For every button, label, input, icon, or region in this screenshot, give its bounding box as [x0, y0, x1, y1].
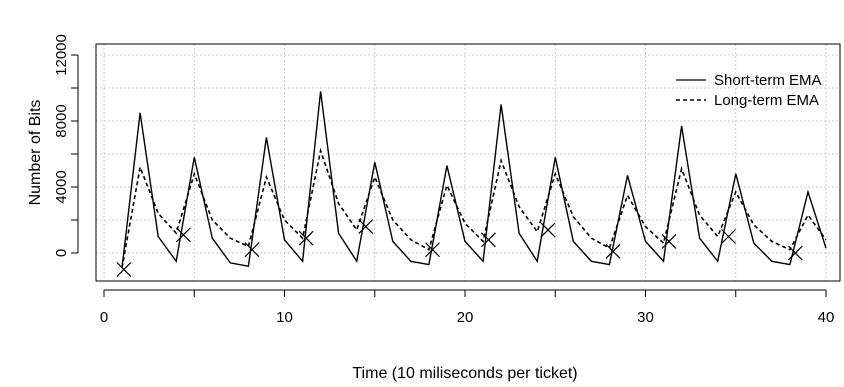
x-axis-title: Time (10 miliseconds per ticket): [352, 365, 577, 382]
marker-layer: [116, 219, 803, 277]
x-marker-stroke: [175, 227, 191, 243]
x-marker-stroke: [116, 262, 132, 277]
series-layer: [121, 91, 827, 269]
x-marker: [298, 230, 314, 246]
y-tick-label: 8000: [53, 104, 70, 137]
y-tick-label: 4000: [53, 170, 70, 203]
x-tick-label: 10: [276, 309, 293, 326]
y-tick-label: 12000: [53, 34, 70, 76]
y-tick-label: 0: [53, 249, 70, 257]
x-tick-label: 0: [100, 309, 108, 326]
x-marker-stroke: [298, 230, 314, 246]
legend-label-long-term: Long-term EMA: [714, 92, 819, 109]
short-term-ema-line: [121, 91, 827, 268]
x-marker: [540, 222, 556, 238]
x-marker-stroke: [661, 234, 677, 249]
x-marker: [721, 229, 736, 244]
x-marker-stroke: [244, 242, 260, 258]
x-marker-stroke: [721, 229, 736, 244]
x-marker: [116, 262, 132, 277]
x-marker-stroke: [605, 243, 621, 259]
x-axis: 0 10 20 30 40: [100, 289, 835, 326]
x-marker: [661, 234, 677, 249]
x-marker: [175, 227, 191, 243]
x-marker: [358, 219, 374, 235]
x-tick-label: 30: [637, 309, 654, 326]
legend: Short-term EMA Long-term EMA: [676, 72, 822, 109]
plot-frame: [95, 43, 841, 282]
x-marker-stroke: [787, 245, 803, 261]
x-marker-stroke: [540, 222, 556, 238]
y-axis: 0 4000 8000 12000: [53, 34, 79, 257]
y-axis-title: Number of Bits: [27, 100, 44, 206]
x-marker: [481, 232, 496, 248]
long-term-ema-line: [121, 147, 827, 269]
x-marker: [425, 242, 440, 258]
x-marker-stroke: [358, 219, 374, 235]
legend-label-short-term: Short-term EMA: [714, 72, 822, 89]
x-marker-stroke: [481, 232, 496, 248]
x-marker: [787, 245, 803, 261]
x-tick-label: 40: [818, 309, 835, 326]
x-marker-stroke: [425, 242, 440, 258]
x-tick-label: 20: [457, 309, 474, 326]
x-marker: [605, 243, 621, 259]
x-marker: [244, 242, 260, 258]
